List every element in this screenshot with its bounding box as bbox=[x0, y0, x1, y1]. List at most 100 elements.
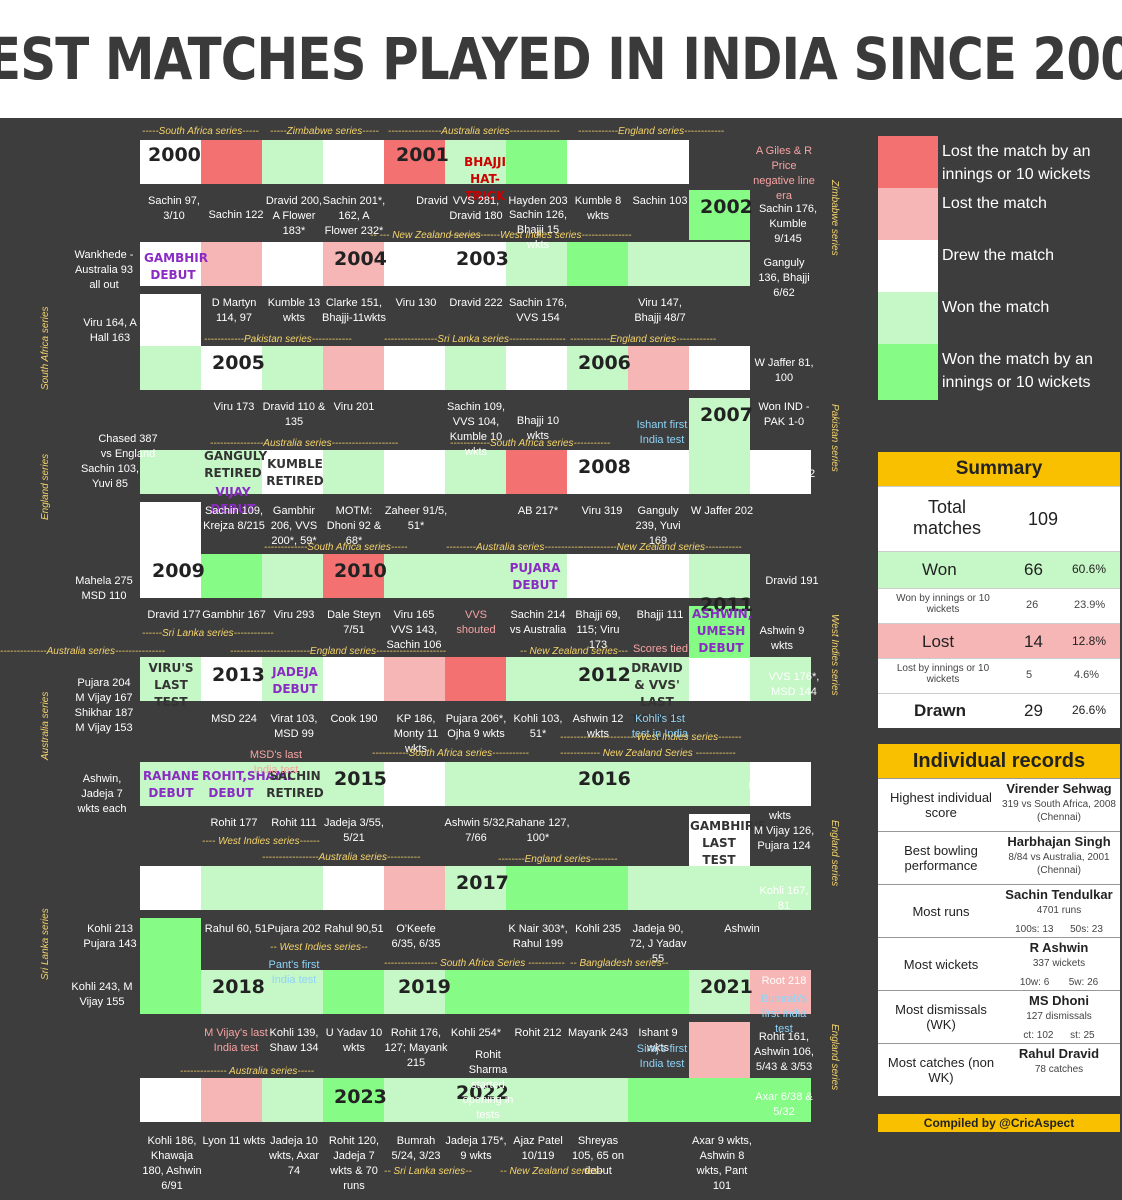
match-cell bbox=[750, 970, 811, 1014]
match-cell bbox=[689, 657, 750, 701]
match-note: Axar 6/38 & 5/32 bbox=[755, 1091, 813, 1118]
match-note: Kohli 139, Shaw 134 bbox=[269, 1027, 319, 1054]
match-note: Rahane 127, 100* bbox=[506, 817, 570, 844]
match-note: Pujara 204 M Vijay 167 Shikhar 187 M Vij… bbox=[74, 677, 134, 734]
record-row: Highest individual score Virender Sehwag 3… bbox=[878, 778, 1120, 831]
milestone-note: RAHANE DEBUT bbox=[142, 769, 200, 800]
match-cell bbox=[628, 970, 689, 1014]
match-cell bbox=[689, 762, 750, 806]
records-heading: Individual records bbox=[878, 744, 1120, 778]
match-cell bbox=[445, 242, 506, 286]
year-label: 2017 bbox=[456, 872, 509, 894]
match-cell bbox=[689, 242, 750, 286]
match-cell bbox=[262, 346, 323, 390]
match-note: Kohli 103, 51* bbox=[513, 713, 563, 740]
match-cell bbox=[201, 970, 262, 1014]
match-note: Won IND - PAK 1-0 bbox=[758, 401, 810, 428]
match-note: Ishant first India test bbox=[636, 419, 688, 446]
match-cell bbox=[567, 554, 628, 598]
record-extra: ct: 102 st: 25 bbox=[1023, 1030, 1095, 1041]
match-note: Pujara 202 bbox=[267, 923, 321, 935]
record-holder: Rahul Dravid bbox=[1018, 1046, 1100, 1061]
match-cell bbox=[384, 242, 445, 286]
match-note: MOTM: Dhoni 92 & 68* bbox=[326, 505, 382, 547]
match-cell bbox=[201, 657, 262, 701]
series-label: ------------England series------------ bbox=[570, 334, 717, 345]
match-note: Kohli 235 bbox=[575, 923, 621, 935]
match-note: Viru 164, A Hall 163 bbox=[83, 317, 137, 344]
match-note: Scores tied! bbox=[632, 643, 692, 655]
match-note: U Yadav 10 wkts bbox=[325, 1027, 383, 1054]
match-cell bbox=[445, 866, 506, 910]
year-label: 2005 bbox=[212, 352, 265, 374]
match-cell bbox=[384, 554, 445, 598]
match-note: Jadeja 10 wkts, Axar 74 bbox=[268, 1135, 320, 1177]
lost-pct: 12.8% bbox=[1072, 634, 1107, 648]
series-label: --------England series-------- bbox=[498, 854, 618, 865]
match-note: Ajaz Patel 10/119 bbox=[513, 1135, 563, 1162]
lost-value: 14 bbox=[1024, 632, 1043, 651]
year-label: 2006 bbox=[578, 352, 631, 374]
series-label: -----------South Africa series----------… bbox=[372, 748, 529, 759]
record-label: Best bowling performance bbox=[904, 843, 978, 873]
match-cell bbox=[689, 1022, 750, 1078]
match-note: Viru 130 bbox=[395, 297, 437, 309]
series-label: ------------South Africa series---------… bbox=[450, 438, 611, 449]
won-label: Won bbox=[922, 560, 957, 579]
match-cell bbox=[628, 450, 689, 494]
series-label: -- New Zealand series--- bbox=[520, 646, 628, 657]
record-detail: 78 catches bbox=[1034, 1064, 1084, 1075]
match-note: Bumrah's first India test bbox=[760, 993, 808, 1035]
match-note: Viru 173 bbox=[213, 401, 255, 413]
series-label: -- --- New Zealand series --- bbox=[370, 230, 494, 241]
match-note: Bhajji 111 bbox=[636, 609, 684, 621]
records-table: Individual records Highest individual sc… bbox=[878, 744, 1120, 1096]
match-cell bbox=[750, 450, 811, 494]
match-note: Virat 103, MSD 99 bbox=[270, 713, 318, 740]
legend-item: Won the match by an innings or 10 wicket… bbox=[878, 344, 1120, 400]
match-note: Bumrah 5/24, 3/23 bbox=[391, 1135, 441, 1162]
side-series-label: England series bbox=[829, 820, 840, 887]
match-note: Viru 165 VVS 143, Sachin 106 bbox=[386, 609, 442, 651]
match-cell bbox=[689, 606, 750, 658]
year-label: 2019 bbox=[398, 976, 451, 998]
match-cell bbox=[262, 762, 323, 806]
match-cell bbox=[567, 1078, 628, 1122]
record-holder: MS Dhoni bbox=[1029, 993, 1089, 1008]
match-cell bbox=[140, 450, 201, 494]
year-label: 2022 bbox=[456, 1082, 509, 1104]
match-note: Dravid bbox=[416, 195, 448, 207]
milestone-note: VIRU'S LAST TEST bbox=[148, 661, 194, 709]
milestone-note: KUMBLE RETIRED bbox=[266, 457, 324, 488]
match-cell bbox=[628, 762, 689, 806]
summary-lost-row: Lost 14 12.8% bbox=[878, 623, 1120, 658]
match-note: Ashwin bbox=[724, 923, 760, 935]
match-cell bbox=[384, 657, 445, 701]
match-cell bbox=[201, 242, 262, 286]
record-detail: 127 dismissals bbox=[1026, 1011, 1092, 1022]
year-label: 2018 bbox=[212, 976, 265, 998]
match-cell bbox=[201, 554, 262, 598]
match-cell bbox=[506, 1078, 567, 1122]
series-label: -- New Zealand series-- bbox=[500, 1166, 605, 1177]
match-note: Mayank 243 bbox=[568, 1027, 628, 1039]
match-cell bbox=[506, 450, 567, 494]
lost-big-label: Lost by innings or 10 wickets bbox=[896, 663, 990, 685]
match-cell bbox=[689, 970, 750, 1014]
match-note: Sachin 109, VVS 104, Kumble 10 wkts bbox=[446, 401, 506, 458]
match-note: Sachin 109, Krejza 8/215 bbox=[203, 505, 265, 532]
record-holder: R Ashwin bbox=[1029, 940, 1089, 955]
match-cell bbox=[445, 970, 506, 1014]
match-cell bbox=[323, 657, 384, 701]
year-label: 2001 bbox=[396, 144, 449, 166]
match-cell bbox=[140, 242, 201, 286]
match-cell bbox=[384, 346, 445, 390]
match-cell bbox=[445, 1078, 506, 1122]
match-note: Dale Steyn 7/51 bbox=[327, 609, 381, 636]
lost-big-value: 5 bbox=[1026, 669, 1033, 681]
legend-label: Drew the match bbox=[942, 247, 1055, 264]
match-note: KP 186, Monty 11 wkts bbox=[393, 713, 439, 755]
match-cell bbox=[262, 970, 323, 1014]
match-cell bbox=[201, 866, 262, 910]
match-note: Axar 9 wkts, Ashwin 8 wkts, Pant 101 bbox=[692, 1135, 752, 1192]
